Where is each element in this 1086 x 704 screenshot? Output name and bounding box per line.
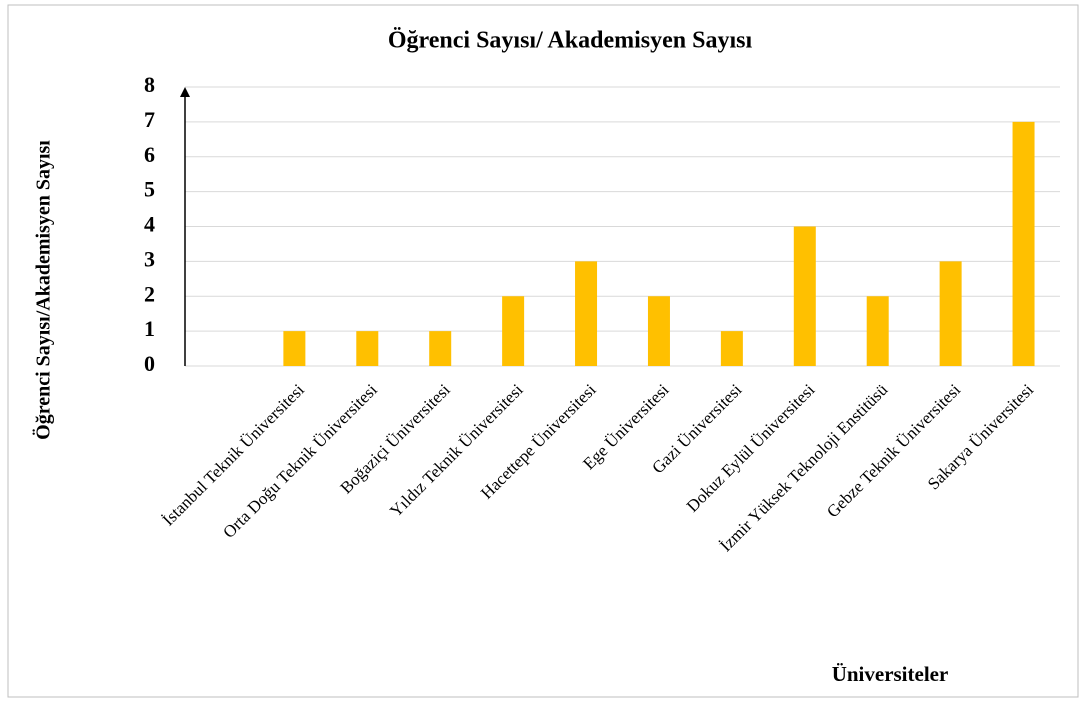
bar — [647, 296, 670, 366]
y-tick-label: 8 — [144, 72, 155, 97]
y-tick-label: 2 — [144, 281, 155, 306]
bar — [502, 296, 525, 366]
bar — [793, 226, 816, 366]
bar — [720, 331, 743, 366]
chart-title: Öğrenci Sayısı/ Akademisyen Sayısı — [388, 28, 753, 54]
y-tick-label: 1 — [144, 316, 155, 341]
bar — [939, 261, 962, 366]
bar — [1012, 121, 1035, 366]
y-tick-label: 4 — [144, 212, 155, 237]
y-tick-label: 7 — [144, 107, 155, 132]
bar — [575, 261, 598, 366]
bar — [429, 331, 452, 366]
y-tick-label: 5 — [144, 177, 155, 202]
chart-frame — [7, 4, 1079, 698]
y-axis-label: Öğrenci Sayısı/Akademisyen Sayısı — [32, 140, 55, 440]
y-tick-label: 3 — [144, 246, 155, 271]
bar — [283, 331, 306, 366]
x-axis-label: Üniversiteler — [832, 662, 949, 686]
bar — [866, 296, 889, 366]
bar — [356, 331, 379, 366]
y-axis-arrow — [180, 87, 190, 97]
y-tick-label: 0 — [144, 351, 155, 376]
y-tick-label: 6 — [144, 142, 155, 167]
